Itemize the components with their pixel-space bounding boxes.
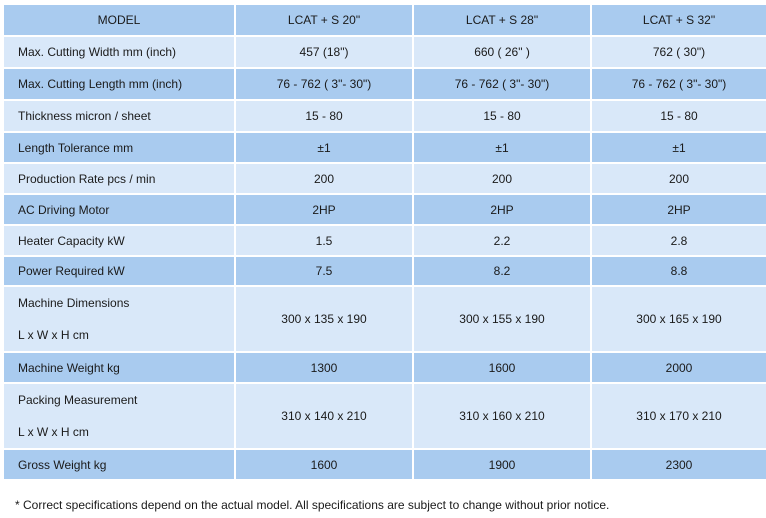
cell-value: 2HP	[236, 195, 412, 224]
cell-value: 76 - 762 ( 3"- 30")	[414, 69, 590, 99]
table-row: Production Rate pcs / min 200 200 200	[4, 164, 766, 193]
cell-value: ±1	[414, 133, 590, 162]
table-row: Thickness micron / sheet 15 - 80 15 - 80…	[4, 101, 766, 131]
cell-value: 1600	[414, 353, 590, 382]
cell-value: 310 x 160 x 210	[414, 384, 590, 448]
row-label-line2: L x W x H cm	[18, 328, 89, 342]
row-label: Production Rate pcs / min	[4, 164, 234, 193]
row-label: Power Required kW	[4, 257, 234, 285]
cell-value: 300 x 155 x 190	[414, 287, 590, 351]
row-label: Packing Measurement L x W x H cm	[4, 384, 234, 448]
cell-value: 2.2	[414, 226, 590, 255]
cell-value: 300 x 165 x 190	[592, 287, 766, 351]
row-label: Thickness micron / sheet	[4, 101, 234, 131]
cell-value: 2300	[592, 450, 766, 479]
cell-value: 2HP	[414, 195, 590, 224]
row-label: Gross Weight kg	[4, 450, 234, 479]
cell-value: ±1	[236, 133, 412, 162]
table-row: AC Driving Motor 2HP 2HP 2HP	[4, 195, 766, 224]
table-row: Machine Dimensions L x W x H cm 300 x 135…	[4, 287, 766, 351]
table-row: Length Tolerance mm ±1 ±1 ±1	[4, 133, 766, 162]
footnote: * Correct specifications depend on the a…	[15, 498, 610, 512]
cell-value: 2.8	[592, 226, 766, 255]
table-row: Gross Weight kg 1600 1900 2300	[4, 450, 766, 479]
cell-value: 8.8	[592, 257, 766, 285]
cell-value: 1600	[236, 450, 412, 479]
cell-value: 1300	[236, 353, 412, 382]
cell-value: 310 x 140 x 210	[236, 384, 412, 448]
row-label-line1: Packing Measurement	[18, 393, 138, 407]
table-row: Machine Weight kg 1300 1600 2000	[4, 353, 766, 382]
row-label: Machine Weight kg	[4, 353, 234, 382]
header-row: MODEL LCAT + S 20" LCAT + S 28" LCAT + S…	[4, 5, 766, 35]
row-label-line1: Machine Dimensions	[18, 296, 130, 310]
cell-value: 1900	[414, 450, 590, 479]
table-row: Heater Capacity kW 1.5 2.2 2.8	[4, 226, 766, 255]
cell-value: 15 - 80	[414, 101, 590, 131]
row-label: Length Tolerance mm	[4, 133, 234, 162]
header-model-32: LCAT + S 32"	[592, 5, 766, 35]
cell-value: 300 x 135 x 190	[236, 287, 412, 351]
cell-value: 1.5	[236, 226, 412, 255]
cell-value: 76 - 762 ( 3"- 30")	[236, 69, 412, 99]
cell-value: ±1	[592, 133, 766, 162]
header-model-20: LCAT + S 20"	[236, 5, 412, 35]
cell-value: 660 ( 26" )	[414, 37, 590, 67]
cell-value: 15 - 80	[236, 101, 412, 131]
cell-value: 8.2	[414, 257, 590, 285]
row-label: AC Driving Motor	[4, 195, 234, 224]
cell-value: 310 x 170 x 210	[592, 384, 766, 448]
table-row: Power Required kW 7.5 8.2 8.8	[4, 257, 766, 285]
cell-value: 7.5	[236, 257, 412, 285]
row-label-line2: L x W x H cm	[18, 425, 89, 439]
cell-value: 200	[236, 164, 412, 193]
cell-value: 200	[414, 164, 590, 193]
cell-value: 15 - 80	[592, 101, 766, 131]
specification-table: MODEL LCAT + S 20" LCAT + S 28" LCAT + S…	[2, 3, 766, 481]
row-label: Max. Cutting Length mm (inch)	[4, 69, 234, 99]
row-label: Heater Capacity kW	[4, 226, 234, 255]
row-label: Max. Cutting Width mm (inch)	[4, 37, 234, 67]
cell-value: 762 ( 30")	[592, 37, 766, 67]
cell-value: 76 - 762 ( 3"- 30")	[592, 69, 766, 99]
row-label: Machine Dimensions L x W x H cm	[4, 287, 234, 351]
cell-value: 2000	[592, 353, 766, 382]
table-row: Max. Cutting Length mm (inch) 76 - 762 (…	[4, 69, 766, 99]
table-row: Packing Measurement L x W x H cm 310 x 14…	[4, 384, 766, 448]
cell-value: 200	[592, 164, 766, 193]
cell-value: 2HP	[592, 195, 766, 224]
cell-value: 457 (18")	[236, 37, 412, 67]
header-model: MODEL	[4, 5, 234, 35]
table-row: Max. Cutting Width mm (inch) 457 (18") 6…	[4, 37, 766, 67]
header-model-28: LCAT + S 28"	[414, 5, 590, 35]
